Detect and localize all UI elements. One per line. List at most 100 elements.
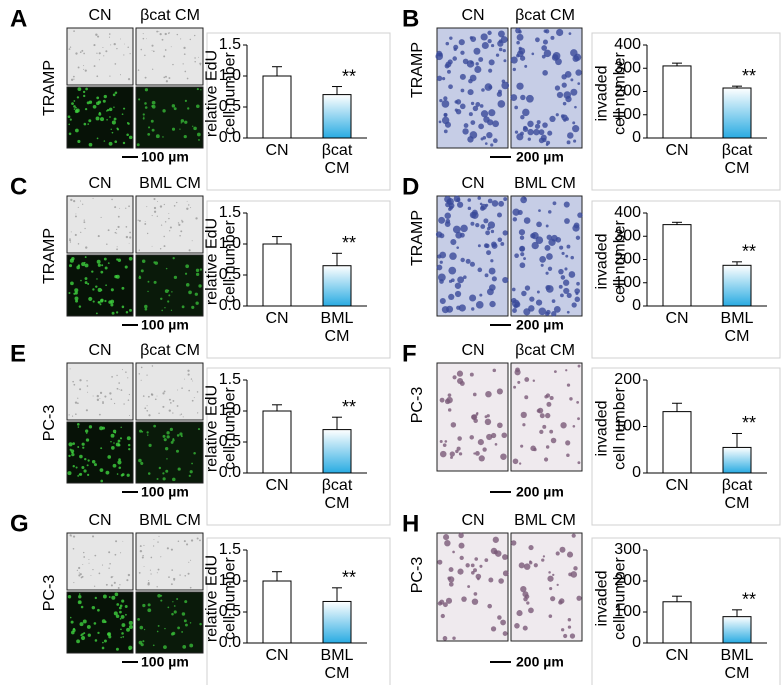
cell — [180, 119, 185, 123]
cell — [163, 390, 166, 393]
bar — [322, 94, 352, 139]
cell — [146, 374, 148, 376]
y-tick-label: 1.5 — [219, 371, 241, 388]
cell — [113, 117, 117, 121]
y-tick-label: 0 — [632, 129, 641, 146]
micrograph — [135, 421, 204, 484]
cell — [119, 618, 122, 620]
cell — [457, 436, 462, 441]
cell — [67, 115, 71, 119]
cell — [546, 140, 551, 145]
cell — [551, 311, 557, 317]
cell — [514, 105, 518, 110]
cell — [69, 241, 72, 243]
cell — [146, 232, 149, 235]
image-label: CN — [88, 7, 111, 24]
cell — [167, 606, 170, 609]
cell — [105, 583, 108, 586]
cell — [137, 617, 140, 621]
cell — [532, 379, 536, 382]
cell — [170, 583, 173, 586]
cell — [574, 296, 581, 303]
cell — [110, 584, 113, 587]
cell — [153, 210, 157, 213]
cell — [140, 643, 144, 647]
cell — [98, 52, 101, 55]
cell-line: TRAMP — [41, 228, 58, 284]
cell — [70, 281, 74, 286]
cell — [181, 612, 186, 616]
cell — [103, 140, 106, 142]
cell — [161, 309, 163, 312]
cell — [100, 270, 104, 274]
cell — [86, 432, 88, 434]
cell — [172, 577, 176, 581]
cell — [100, 479, 104, 483]
cell — [490, 143, 494, 147]
image-label: βcat CM — [140, 342, 200, 359]
cell — [179, 414, 181, 416]
cell — [497, 422, 503, 429]
cell — [103, 639, 107, 643]
cell — [522, 423, 526, 427]
cell — [84, 263, 89, 268]
cell — [199, 622, 202, 626]
cell — [166, 435, 170, 439]
cell — [452, 56, 457, 61]
cell — [196, 537, 199, 540]
cell — [110, 441, 112, 443]
cell — [480, 137, 484, 141]
cell — [155, 134, 160, 139]
cell — [496, 212, 502, 218]
cell — [559, 245, 564, 250]
cell — [468, 112, 473, 117]
cell — [516, 40, 520, 45]
cell — [76, 96, 80, 99]
cell — [165, 80, 168, 83]
cell — [117, 587, 120, 589]
cell — [96, 101, 100, 106]
cell — [72, 465, 75, 468]
cell — [157, 541, 159, 543]
cell — [97, 631, 100, 635]
cell — [156, 201, 158, 202]
cell — [569, 633, 576, 639]
cell — [110, 128, 112, 131]
cell — [456, 446, 461, 451]
cell — [519, 245, 526, 252]
cell — [114, 275, 118, 279]
cell — [127, 443, 131, 447]
cell — [461, 596, 467, 602]
cell — [443, 129, 448, 134]
x-tick-label-box: BML CM — [721, 310, 754, 345]
cell — [566, 310, 570, 314]
y-tick-label: 1.0 — [219, 572, 241, 589]
cell — [177, 222, 180, 224]
y-tick-label: 0.5 — [219, 433, 241, 450]
cell — [436, 75, 443, 82]
cell — [164, 307, 166, 309]
cell — [471, 598, 479, 605]
cell — [140, 461, 144, 465]
cell — [469, 372, 474, 377]
x-tick-label: CN — [665, 310, 689, 327]
cell — [75, 52, 78, 55]
cell — [97, 35, 100, 38]
cell — [123, 54, 125, 56]
cell — [100, 216, 102, 219]
cell — [152, 50, 155, 53]
cell — [181, 305, 185, 309]
cell — [475, 301, 484, 309]
cell — [200, 89, 202, 91]
image-label: CN — [88, 512, 111, 529]
cell — [105, 284, 107, 287]
cell — [445, 61, 452, 68]
cell — [151, 365, 154, 367]
y-tick-label: 1.0 — [219, 402, 241, 419]
cell — [458, 542, 465, 549]
cell — [574, 105, 577, 109]
cell — [162, 477, 166, 481]
cell — [187, 369, 190, 372]
cell — [69, 46, 72, 48]
cell — [530, 445, 536, 452]
